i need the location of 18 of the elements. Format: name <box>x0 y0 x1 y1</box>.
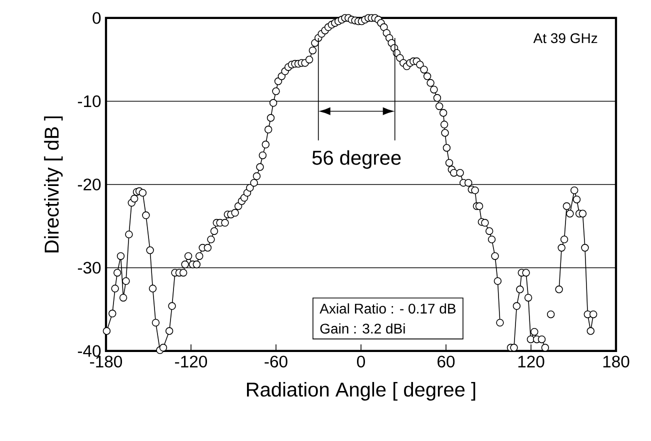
x-tick-label: -120 <box>175 356 208 368</box>
y-tick-label: -10 <box>78 95 101 108</box>
y-tick-label: -30 <box>78 262 101 274</box>
y-axis-title: Directivity [ dB ] <box>44 116 63 252</box>
x-tick-label: -180 <box>90 356 122 368</box>
annotation: 56 degree <box>312 150 401 169</box>
x-tick-label: -60 <box>264 356 288 368</box>
x-tick-label: 0 <box>357 356 365 368</box>
x-tick-label: 180 <box>603 356 630 368</box>
y-tick-label: 0 <box>92 12 101 24</box>
y-tick-label: -20 <box>78 178 101 190</box>
annotation: At 39 GHz <box>533 33 598 44</box>
x-tick-label: 120 <box>518 356 544 368</box>
x-tick-label: 60 <box>438 356 455 368</box>
annotation: Axial Ratio : - 0.17 dB <box>320 303 456 314</box>
y-tick-label: -40 <box>78 345 101 357</box>
x-axis-title: Radiation Angle [ degree ] <box>246 382 476 401</box>
annotation: Gain : 3.2 dBi <box>320 323 405 334</box>
